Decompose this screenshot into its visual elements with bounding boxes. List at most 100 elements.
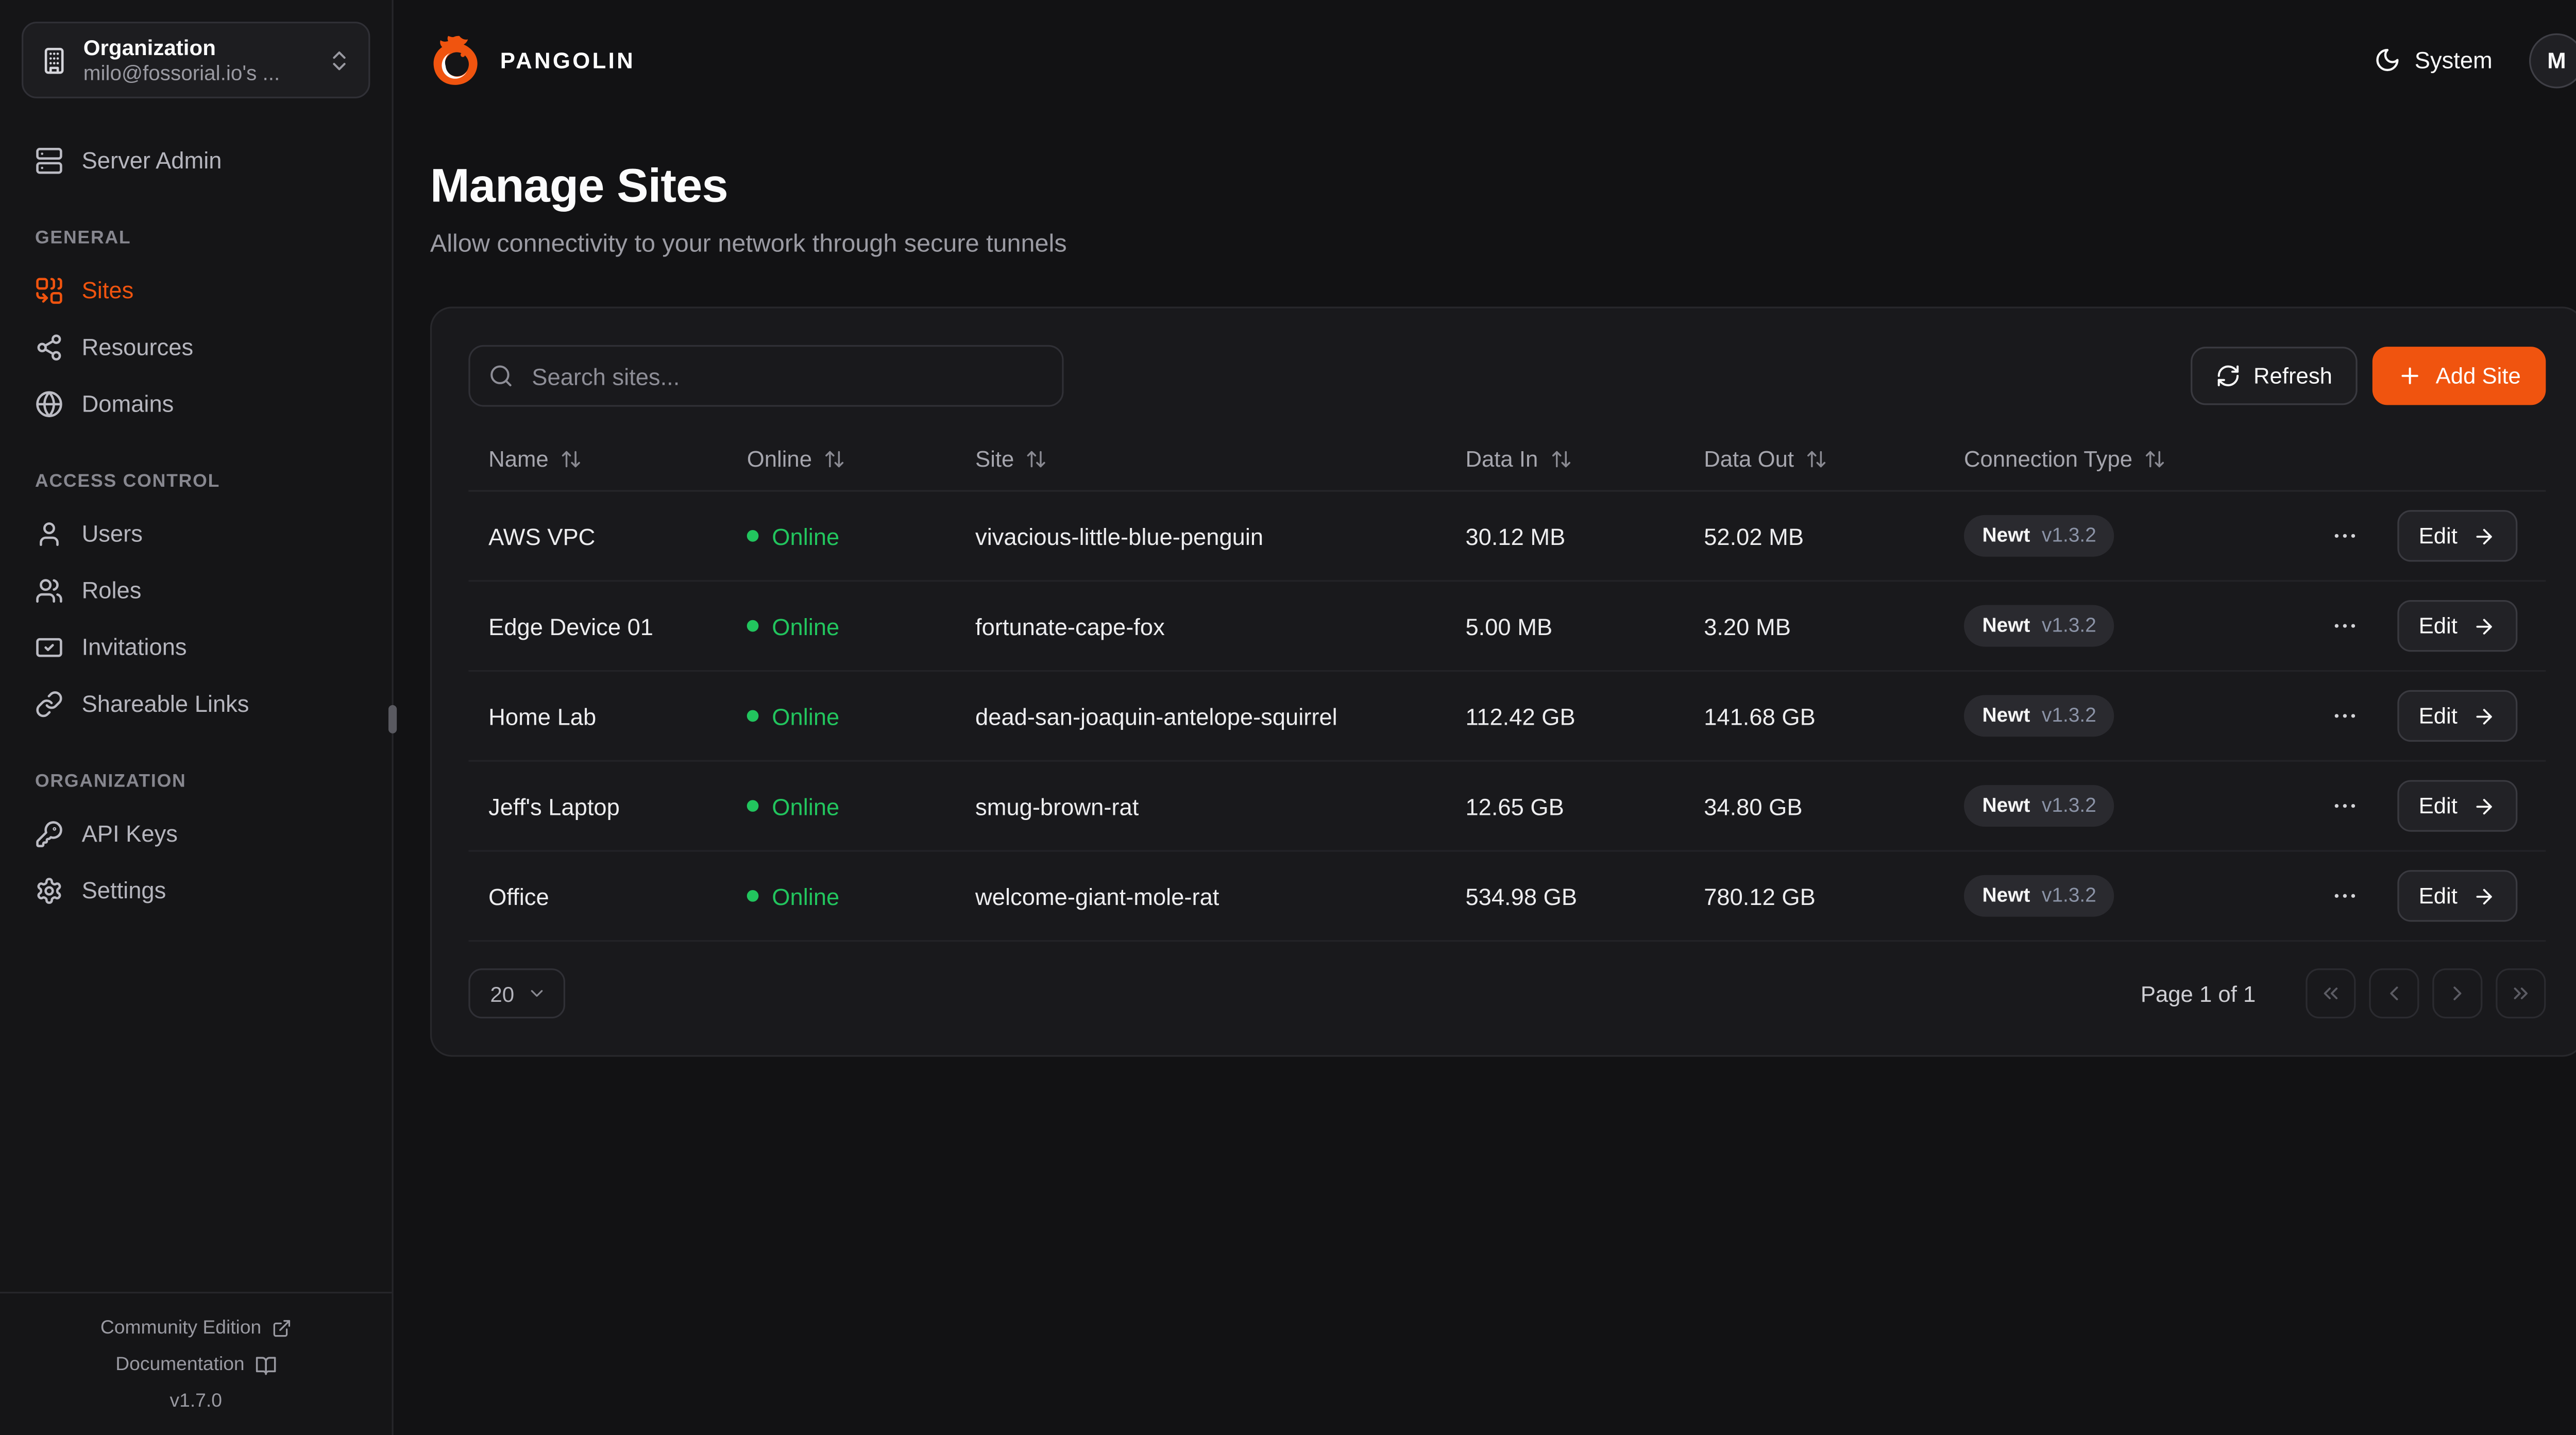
data-in-cell: 112.42 GB	[1465, 702, 1575, 729]
user-icon	[35, 519, 63, 548]
sidebar-item-label: Domains	[81, 390, 174, 417]
sidebar-item-label: Roles	[81, 576, 142, 604]
sites-table: Name Online Site Data In Data Out Connec…	[468, 426, 2546, 942]
key-icon	[35, 819, 63, 847]
section-label-general: GENERAL	[35, 228, 131, 249]
sidebar-resize-handle[interactable]	[388, 705, 397, 733]
arrow-right-icon	[2472, 794, 2496, 817]
status-badge: Online	[747, 882, 975, 909]
column-header-site[interactable]: Site	[975, 446, 1465, 471]
refresh-label: Refresh	[2253, 363, 2333, 388]
sort-icon	[824, 448, 845, 469]
theme-toggle-label: System	[2414, 46, 2493, 74]
toolbar-actions: Refresh Add Site	[2190, 347, 2546, 405]
data-out-cell: 3.20 MB	[1704, 612, 1791, 640]
chevron-down-icon	[528, 983, 548, 1003]
sidebar-item-shareable-links[interactable]: Shareable Links	[22, 675, 370, 732]
add-site-button[interactable]: Add Site	[2372, 347, 2546, 405]
sidebar-item-resources[interactable]: Resources	[22, 318, 370, 375]
row-menu-button[interactable]	[2330, 522, 2359, 550]
table-footer: 20 Page 1 of 1	[468, 968, 2546, 1019]
table-row: Edge Device 01 Online fortunate-cape-fox…	[468, 582, 2546, 672]
edit-button[interactable]: Edit	[2397, 690, 2518, 742]
sidebar-item-server-admin[interactable]: Server Admin	[22, 132, 370, 189]
search-icon	[488, 363, 514, 388]
next-page-button[interactable]	[2432, 968, 2483, 1019]
building-icon	[40, 46, 69, 74]
org-selector[interactable]: Organization milo@fossorial.io's ...	[22, 22, 370, 98]
connection-type-badge: Newt v1.3.2	[1964, 695, 2115, 737]
sidebar-item-api-keys[interactable]: API Keys	[22, 805, 370, 862]
edit-button[interactable]: Edit	[2397, 510, 2518, 562]
search-input[interactable]	[528, 361, 1044, 391]
sidebar-item-roles[interactable]: Roles	[22, 562, 370, 619]
sidebar-menu: Server Admin GENERAL Sites Resources	[22, 132, 370, 918]
sort-icon	[1806, 448, 1827, 469]
connection-type-badge: Newt v1.3.2	[1964, 515, 2115, 556]
row-menu-button[interactable]	[2330, 612, 2359, 640]
table-header: Name Online Site Data In Data Out Connec…	[468, 426, 2546, 492]
theme-toggle[interactable]: System	[2375, 46, 2493, 74]
arrow-right-icon	[2472, 524, 2496, 548]
table-row: AWS VPC Online vivacious-little-blue-pen…	[468, 492, 2546, 582]
first-page-button[interactable]	[2306, 968, 2356, 1019]
book-open-icon	[255, 1354, 276, 1376]
chevrons-up-down-icon	[327, 47, 352, 73]
mail-check-icon	[35, 633, 63, 661]
community-edition-link[interactable]: Community Edition	[0, 1310, 392, 1346]
online-dot-icon	[747, 530, 759, 542]
refresh-icon	[2215, 363, 2241, 388]
plus-icon	[2397, 363, 2422, 388]
documentation-link[interactable]: Documentation	[0, 1347, 392, 1383]
row-menu-button[interactable]	[2330, 702, 2359, 730]
online-dot-icon	[747, 620, 759, 632]
edit-button[interactable]: Edit	[2397, 780, 2518, 832]
data-in-cell: 534.98 GB	[1465, 882, 1578, 910]
refresh-button[interactable]: Refresh	[2190, 347, 2358, 405]
site-slug-cell: smug-brown-rat	[975, 792, 1139, 819]
column-header-data-out[interactable]: Data Out	[1704, 446, 1964, 471]
section-label-access-control: ACCESS CONTROL	[35, 471, 221, 492]
section-label-organization: ORGANIZATION	[35, 772, 187, 792]
sidebar-item-label: Users	[81, 520, 143, 547]
data-out-cell: 52.02 MB	[1704, 522, 1804, 550]
sites-card: Refresh Add Site Name Online Site Data I…	[430, 306, 2576, 1057]
site-slug-cell: fortunate-cape-fox	[975, 612, 1165, 640]
column-header-data-in[interactable]: Data In	[1465, 446, 1704, 471]
search-box	[468, 345, 1064, 407]
site-slug-cell: dead-san-joaquin-antelope-squirrel	[975, 702, 1337, 729]
sidebar-item-users[interactable]: Users	[22, 505, 370, 562]
edit-button[interactable]: Edit	[2397, 600, 2518, 652]
sidebar-item-label: Resources	[81, 333, 194, 360]
sidebar-item-domains[interactable]: Domains	[22, 375, 370, 432]
edit-button[interactable]: Edit	[2397, 870, 2518, 922]
previous-page-button[interactable]	[2369, 968, 2419, 1019]
last-page-button[interactable]	[2496, 968, 2546, 1019]
sort-icon	[1550, 448, 1571, 469]
site-name-cell: Office	[488, 882, 549, 910]
site-slug-cell: welcome-giant-mole-rat	[975, 882, 1219, 910]
sidebar-item-label: Shareable Links	[81, 690, 249, 717]
page-info: Page 1 of 1	[2140, 981, 2256, 1006]
status-badge: Online	[747, 522, 975, 549]
row-menu-button[interactable]	[2330, 882, 2359, 910]
connection-type-badge: Newt v1.3.2	[1964, 785, 2115, 827]
main-content: PANGOLIN System M Manage Sites Allow con…	[393, 0, 2576, 1435]
sidebar-footer: Community Edition Documentation v1.7.0	[0, 1291, 392, 1435]
org-selector-text: Organization milo@fossorial.io's ...	[83, 34, 312, 86]
page-head: Manage Sites Allow connectivity to your …	[430, 160, 2576, 259]
row-menu-button[interactable]	[2330, 792, 2359, 820]
page-size-select[interactable]: 20	[468, 968, 566, 1019]
column-header-online[interactable]: Online	[747, 446, 975, 471]
users-icon	[35, 576, 63, 604]
sidebar-item-settings[interactable]: Settings	[22, 862, 370, 918]
column-header-connection-type[interactable]: Connection Type	[1964, 446, 2546, 471]
online-dot-icon	[747, 710, 759, 722]
user-avatar[interactable]: M	[2529, 32, 2576, 88]
data-in-cell: 30.12 MB	[1465, 522, 1566, 550]
data-out-cell: 34.80 GB	[1704, 792, 1803, 819]
column-header-name[interactable]: Name	[488, 446, 747, 471]
sidebar-item-invitations[interactable]: Invitations	[22, 619, 370, 675]
sidebar-item-sites[interactable]: Sites	[22, 262, 370, 318]
